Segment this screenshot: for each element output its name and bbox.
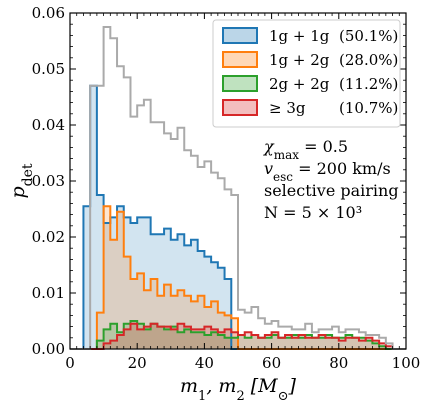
legend-swatch-3g <box>222 99 258 116</box>
series-line-3g <box>70 322 406 350</box>
legend-label-3g: ≥ 3g <box>269 99 306 117</box>
legend-swatch-2g2g <box>222 75 258 92</box>
x-tick-label: 0 <box>65 354 75 372</box>
series-line-total <box>70 26 406 350</box>
legend-label-2g2g: 2g + 2g <box>269 75 330 93</box>
y-tick-label: 0.03 <box>32 172 65 190</box>
tick-labels: 0 20 40 60 80 100 0.00 0.01 0.02 0.03 0.04 0.05 0.06 <box>32 4 421 372</box>
legend-percent-1g1g: (50.1%) <box>339 27 398 45</box>
annotation-line: vesc = 200 km/s <box>264 159 391 184</box>
y-axis-label: pdet <box>7 163 36 198</box>
annotation-line: N = 5 × 10³ <box>264 203 362 222</box>
legend-swatch-1g1g <box>222 27 258 44</box>
legend-percent-1g2g: (28.0%) <box>339 51 398 69</box>
x-axis-label: m1, m2 [M⊙] <box>180 375 297 404</box>
y-tick-label: 0.02 <box>32 228 65 246</box>
annotation-line: χmax = 0.5 <box>263 137 348 162</box>
annotation-line: selective pairing <box>264 181 399 200</box>
x-tick-label: 20 <box>128 354 147 372</box>
y-tick-label: 0.04 <box>32 116 65 134</box>
x-tick-label: 100 <box>392 354 421 372</box>
legend-percent-2g2g: (11.2%) <box>339 75 398 93</box>
x-tick-label: 60 <box>262 354 281 372</box>
legend-label-1g2g: 1g + 2g <box>269 51 330 69</box>
y-tick-label: 0.06 <box>32 4 65 22</box>
y-tick-label: 0.01 <box>32 284 65 302</box>
y-tick-label: 0.05 <box>32 60 65 78</box>
legend-label-1g1g: 1g + 1g <box>269 27 330 45</box>
series-fill-1g1g <box>70 85 406 350</box>
y-tick-label: 0.00 <box>32 340 65 358</box>
legend-swatch-1g2g <box>222 51 258 68</box>
x-tick-label: 80 <box>329 354 348 372</box>
series-line-2g2g <box>70 320 406 350</box>
ticks-layer <box>69 12 407 350</box>
x-tick-label: 40 <box>195 354 214 372</box>
series-fill-1g2g <box>70 206 406 349</box>
legend-percent-3g: (10.7%) <box>339 99 398 117</box>
legend-box <box>212 19 401 128</box>
legend: 1g + 1g (50.1%) 1g + 2g (28.0%) 2g + 2g (11.2… <box>212 19 401 128</box>
